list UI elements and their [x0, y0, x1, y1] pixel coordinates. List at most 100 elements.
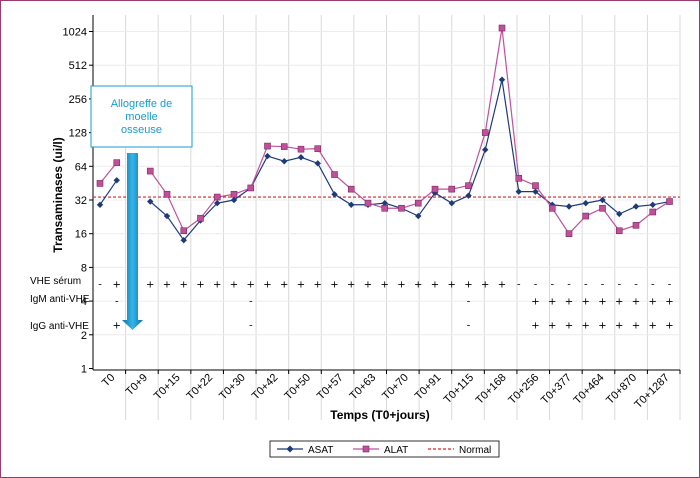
- x-tick-label: T0+115: [442, 372, 477, 407]
- asat-point: [599, 196, 606, 204]
- serology-mark: +: [263, 280, 271, 291]
- legend-box: [269, 440, 500, 458]
- serology-mark: +: [464, 280, 472, 291]
- serology-mark: -: [98, 280, 102, 291]
- serology-mark: +: [565, 321, 573, 332]
- asat-point: [113, 177, 120, 184]
- serology-mark: +: [397, 280, 405, 291]
- serology-mark: +: [582, 321, 590, 332]
- alat-point: [197, 214, 204, 222]
- asat-line: [99, 179, 118, 206]
- serology-mark: -: [249, 321, 253, 332]
- alat-point: [297, 145, 305, 153]
- asat-point: [465, 192, 472, 199]
- serology-mark: -: [249, 297, 253, 308]
- serology-mark: +: [163, 280, 171, 291]
- serology-mark: +: [280, 280, 288, 291]
- alat-point: [565, 230, 573, 237]
- annotation-text: Allogreffe de moelle osseuse: [111, 98, 173, 136]
- alat-line: [149, 27, 670, 235]
- x-tick-label: T0+57: [315, 372, 346, 403]
- x-tick-label: T0+168: [474, 372, 509, 407]
- serology-mark: -: [584, 280, 588, 291]
- annotation-box: [90, 85, 193, 148]
- serology-row-label: IgG anti-VHE: [30, 321, 89, 332]
- annotation-line: osseuse: [121, 124, 162, 136]
- y-tick-label: 2: [81, 330, 87, 342]
- serology-mark: +: [615, 297, 623, 308]
- serology-mark: +: [598, 297, 606, 308]
- alat-point: [615, 227, 623, 235]
- legend-asat-marker: [286, 445, 294, 453]
- serology-mark: +: [565, 297, 573, 308]
- serology-mark: +: [297, 280, 305, 291]
- serology-mark: +: [381, 280, 389, 291]
- x-tick-label: T0+15: [152, 372, 183, 403]
- y-tick-label: 128: [69, 128, 87, 140]
- x-tick-label: T0+91: [413, 372, 444, 403]
- x-tick-label: T0: [100, 372, 118, 390]
- serology-mark: +: [431, 280, 439, 291]
- alat-point: [666, 198, 673, 205]
- alat-line: [99, 162, 118, 184]
- alat-point: [314, 145, 322, 152]
- serology-mark: +: [113, 321, 121, 332]
- asat-point: [281, 158, 288, 165]
- x-tick-label: T0+42: [250, 372, 281, 403]
- x-tick-label: T0+63: [348, 372, 379, 403]
- serology-mark: +: [213, 280, 221, 291]
- legend-asat-label: ASAT: [308, 445, 333, 456]
- alat-point: [381, 204, 389, 212]
- serology-mark: -: [567, 280, 571, 291]
- serology-mark: -: [634, 280, 638, 291]
- annotation-arrow: [122, 153, 143, 330]
- asat-point: [649, 201, 656, 208]
- legend-alat-label: ALAT: [384, 445, 408, 456]
- alat-point: [649, 208, 657, 216]
- serology-mark: +: [665, 297, 673, 308]
- serology-mark: +: [498, 280, 506, 291]
- asat-point: [331, 191, 338, 198]
- serology-mark: -: [517, 280, 521, 291]
- y-axis-title: Transaminases (ui/l): [51, 137, 65, 252]
- asat-point: [448, 199, 455, 207]
- alat-point: [398, 204, 405, 212]
- serology-mark: +: [531, 321, 539, 332]
- x-tick-label: T0+377: [539, 372, 574, 407]
- legend-alat-marker: [362, 445, 370, 453]
- alat-point: [280, 143, 288, 150]
- y-tick-label: 64: [75, 161, 87, 173]
- serology-mark: +: [531, 297, 539, 308]
- serology-mark: -: [550, 280, 554, 291]
- serology-mark: +: [649, 297, 657, 308]
- alat-point: [247, 184, 255, 192]
- alat-point: [414, 199, 422, 207]
- serology-mark: +: [582, 297, 590, 308]
- alat-point: [146, 167, 154, 175]
- alat-point: [515, 175, 523, 182]
- serology-mark: +: [330, 280, 338, 291]
- asat-point: [565, 203, 573, 210]
- annotation-line: moelle: [125, 111, 157, 123]
- asat-point: [381, 199, 388, 207]
- asat-point: [180, 236, 187, 244]
- serology-mark: +: [113, 280, 121, 291]
- alat-point: [481, 129, 489, 136]
- x-tick-label: T0+9: [124, 372, 150, 398]
- asat-point: [482, 146, 489, 153]
- asat-point: [147, 198, 154, 205]
- y-tick-label: 4: [81, 296, 87, 308]
- serology-mark: -: [467, 321, 471, 332]
- alat-point: [498, 24, 506, 32]
- alat-point: [230, 190, 238, 198]
- serology-mark: -: [617, 280, 621, 291]
- alat-point: [448, 185, 456, 193]
- serology-mark: +: [481, 280, 489, 291]
- asat-point: [348, 201, 355, 208]
- serology-mark: +: [548, 297, 556, 308]
- alat-point: [331, 171, 338, 178]
- legend: ASAT ALAT Normal: [269, 440, 500, 458]
- serology-mark: +: [548, 321, 556, 332]
- serology-table: VHE sérum - + + + + + + + + + + + + + + + + + + + + + + + - - - - - - -…: [30, 276, 674, 332]
- serology-mark: +: [598, 321, 606, 332]
